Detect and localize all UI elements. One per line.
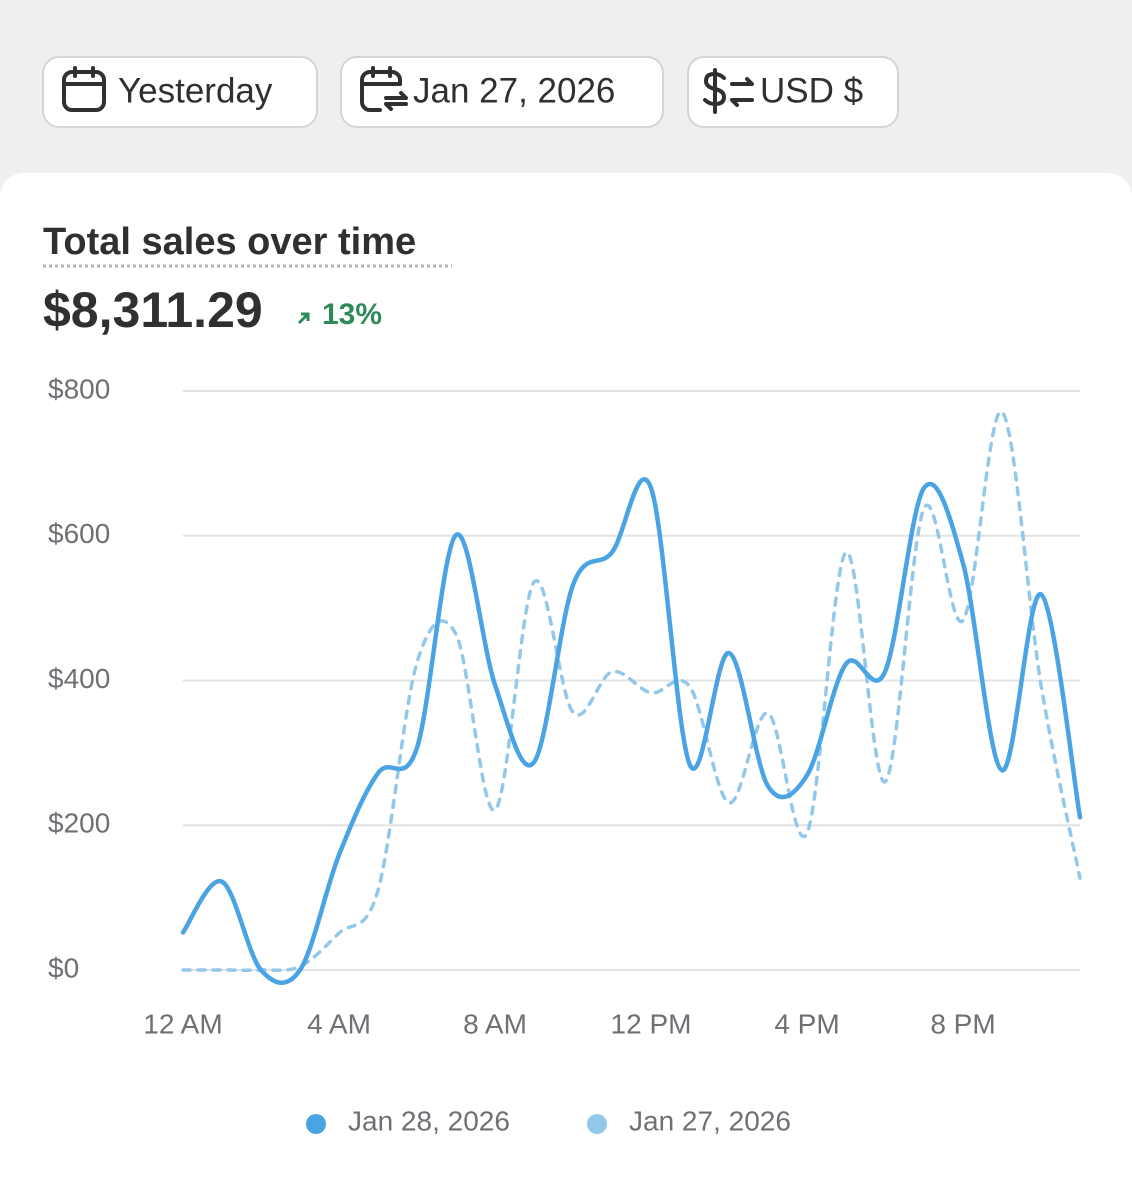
chart-title[interactable]: Total sales over time	[43, 221, 416, 263]
trend-arrow	[297, 312, 310, 325]
y-tick-label: $400	[48, 663, 110, 694]
compare-button[interactable]: Jan 27, 2026	[340, 56, 664, 128]
y-tick-label: $200	[48, 808, 110, 839]
period-button[interactable]: Yesterday	[42, 56, 318, 128]
series-line	[181, 410, 1082, 973]
change-value: 13%	[322, 298, 382, 331]
x-tick-label: 12 AM	[143, 1008, 222, 1039]
legend-swatch	[306, 1114, 326, 1134]
x-tick-label: 4 AM	[307, 1008, 371, 1039]
period-label: Yesterday	[118, 71, 273, 110]
compare-date-label: Jan 27, 2026	[413, 71, 615, 110]
currency-icon	[703, 68, 754, 114]
pill	[340, 56, 664, 128]
legend-swatch	[587, 1114, 607, 1134]
legend-label[interactable]: Jan 28, 2026	[348, 1105, 510, 1136]
pill	[687, 56, 899, 128]
x-tick-label: 4 PM	[774, 1008, 839, 1039]
calendar-compare-icon	[360, 66, 408, 112]
pill	[42, 56, 318, 128]
series-line	[180, 477, 1083, 985]
y-tick-label: $0	[48, 952, 79, 983]
calendar-icon	[62, 66, 106, 112]
y-tick-label: $800	[48, 373, 110, 404]
currency-button[interactable]: USD $	[687, 56, 899, 128]
y-tick-label: $600	[48, 518, 110, 549]
x-tick-label: 8 AM	[463, 1008, 527, 1039]
total-value: $8,311.29	[43, 282, 263, 338]
x-tick-label: 8 PM	[930, 1008, 995, 1039]
currency-label: USD $	[760, 71, 863, 110]
card	[0, 173, 1132, 1200]
legend-label[interactable]: Jan 27, 2026	[629, 1105, 791, 1136]
x-tick-label: 12 PM	[611, 1008, 692, 1039]
